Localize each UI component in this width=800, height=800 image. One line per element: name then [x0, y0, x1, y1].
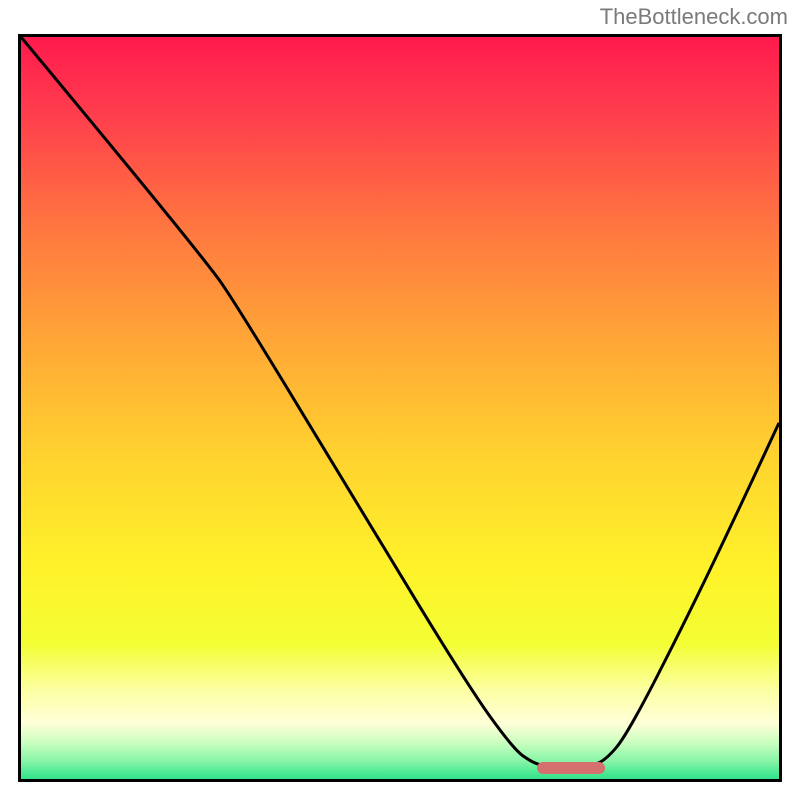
chart-frame [18, 34, 782, 782]
optimal-marker [537, 762, 606, 774]
chart-curve [21, 37, 779, 779]
watermark-text: TheBottleneck.com [600, 4, 788, 30]
